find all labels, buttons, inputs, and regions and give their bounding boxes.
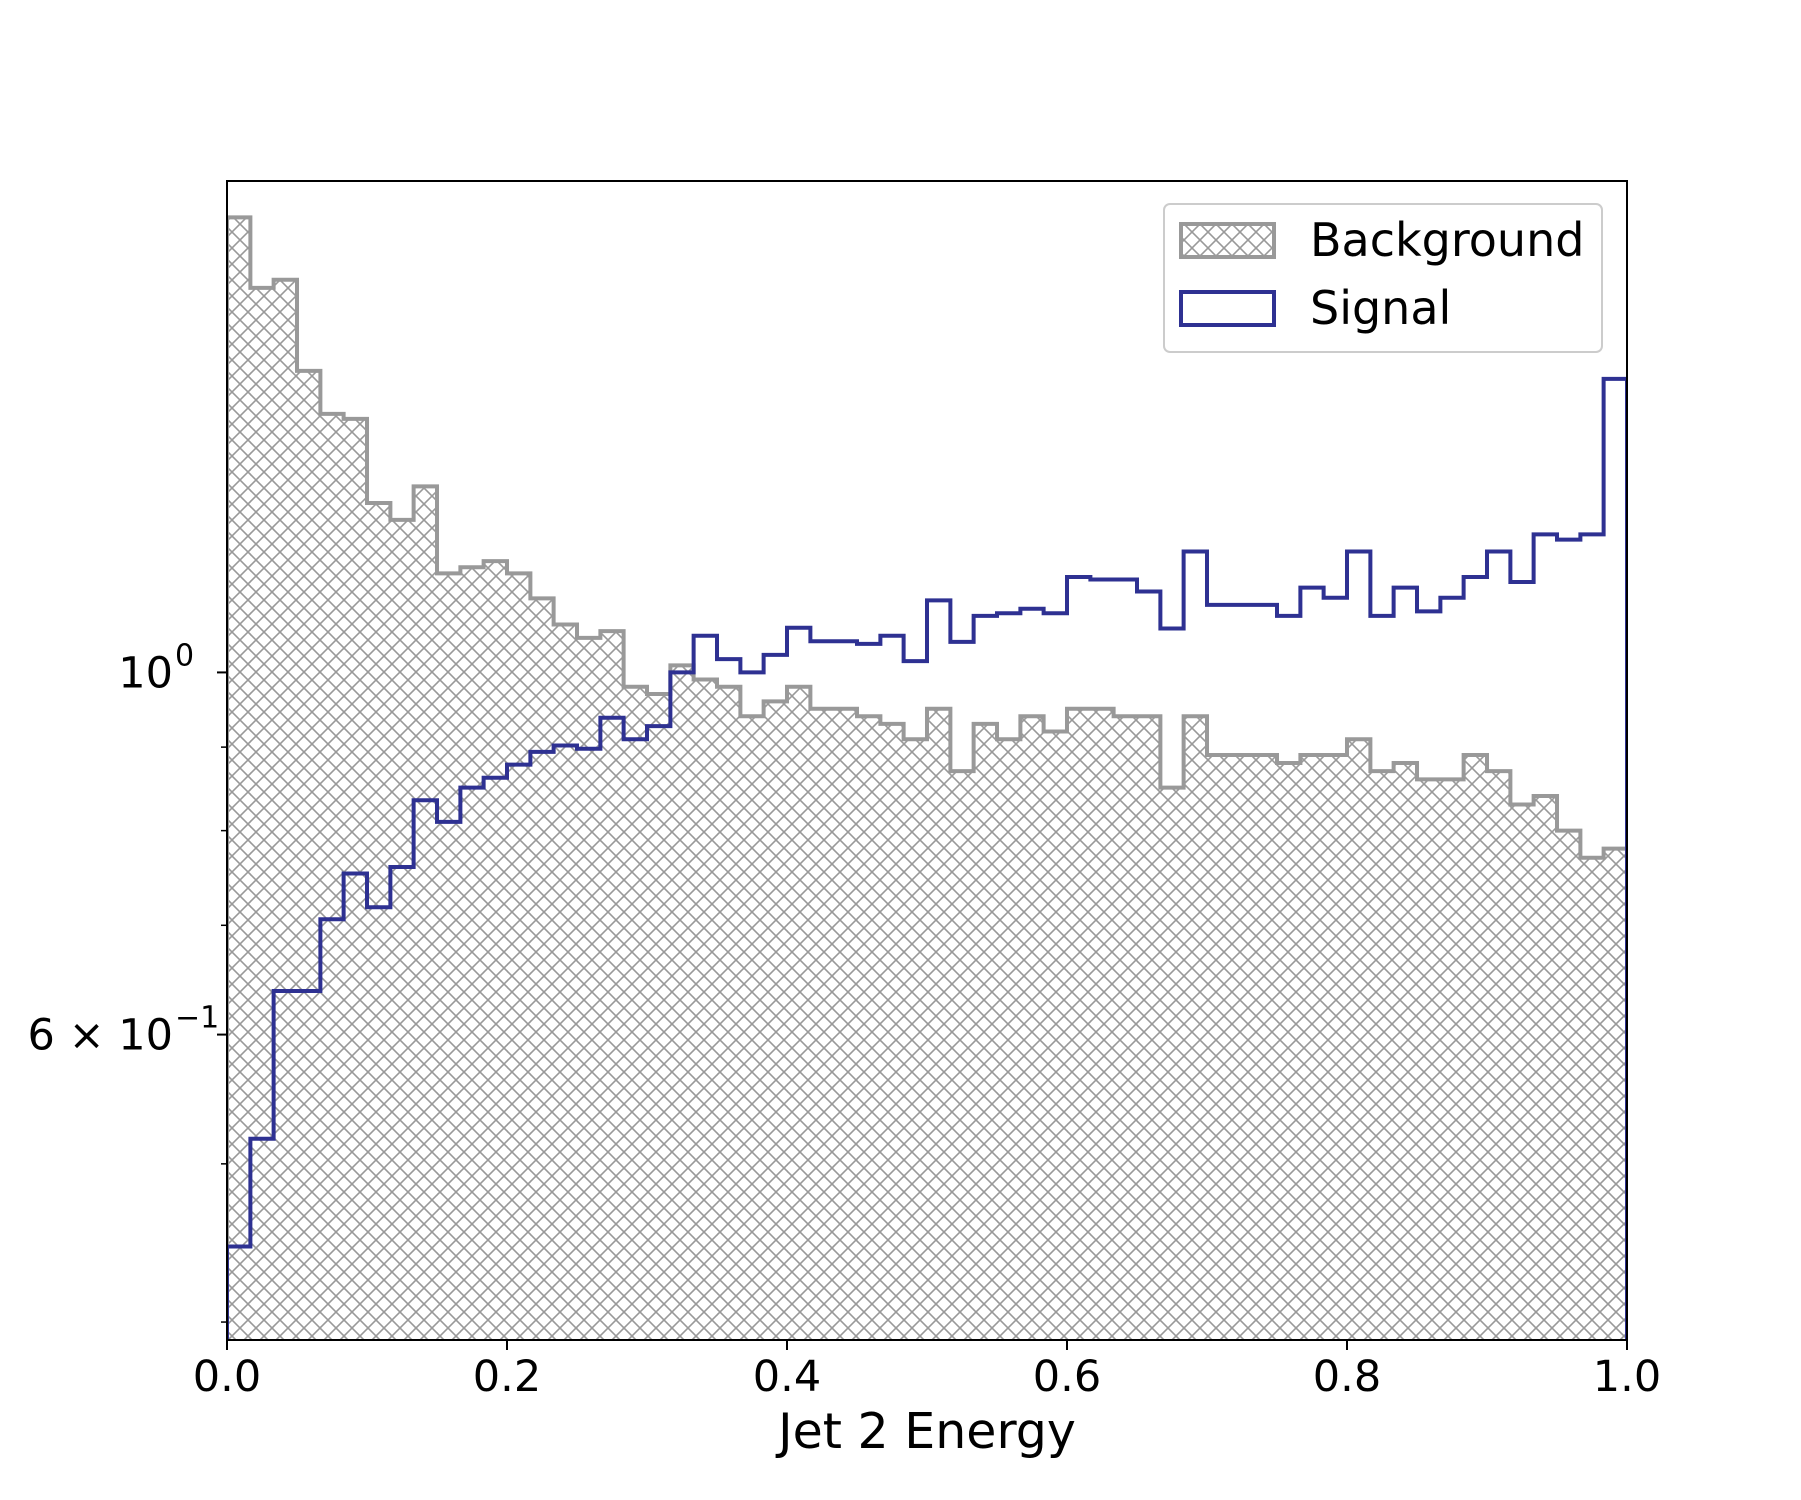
background-bar [1580, 857, 1605, 1340]
background-bar [297, 370, 321, 1340]
background-bar [997, 739, 1021, 1340]
x-axis: 0.0 0.2 0.4 0.6 0.8 1.0 [193, 1340, 1661, 1402]
background-bar [1113, 716, 1138, 1340]
background-bar [1277, 763, 1301, 1340]
x-tick-label: 0.2 [473, 1352, 541, 1402]
y-tick-label: 10 [118, 648, 173, 698]
background-bar [763, 701, 788, 1340]
background-bar [390, 519, 415, 1340]
background-bar [1533, 796, 1558, 1340]
y-tick-exponent: −1 [175, 1001, 219, 1036]
background-bar [903, 739, 928, 1340]
background-bar [670, 665, 695, 1340]
background-bar [273, 279, 298, 1340]
plot-frame [226, 180, 1628, 1341]
background-bar [1393, 763, 1418, 1340]
background-bar [483, 561, 508, 1340]
background-step-line [227, 215, 1627, 1340]
background-bar [1183, 716, 1208, 1340]
background-bar [973, 723, 998, 1340]
background-bar [1463, 755, 1488, 1340]
background-bar [460, 567, 485, 1340]
background-bar [1207, 755, 1231, 1340]
y-axis: 10 0 6 × 10 −1 [28, 638, 227, 1323]
background-bar [1160, 787, 1185, 1340]
signal-series [227, 376, 1627, 1340]
background-bar [1090, 708, 1115, 1340]
background-bar [1230, 755, 1255, 1340]
plot-area: 0.0 0.2 0.4 0.6 0.8 1.0 10 0 6 × 10 −1 [28, 180, 1661, 1402]
legend-signal-label: Signal [1310, 281, 1451, 335]
background-bar [1067, 708, 1091, 1340]
background-bar [367, 502, 391, 1340]
background-bar [320, 413, 345, 1340]
background-bar [647, 694, 671, 1340]
background-bar [1440, 779, 1465, 1340]
background-bar [693, 679, 718, 1340]
background-bar [1020, 716, 1045, 1340]
background-bar [857, 716, 881, 1340]
background-bar [507, 573, 531, 1340]
background-bar [927, 708, 951, 1340]
background-bar [880, 723, 905, 1340]
x-tick-label: 0.6 [1033, 1352, 1101, 1402]
background-bar [250, 287, 275, 1340]
background-bar [740, 716, 765, 1340]
background-bar [810, 708, 835, 1340]
background-bar [1347, 739, 1371, 1340]
background-bar [227, 217, 251, 1340]
background-bar [623, 686, 648, 1340]
background-bar [1300, 755, 1325, 1340]
background-bar [1137, 716, 1161, 1340]
background-bar [1370, 771, 1395, 1340]
background-bar [343, 418, 368, 1340]
signal-step-line [227, 376, 1627, 1340]
legend-signal-swatch [1179, 290, 1276, 327]
background-bar [1043, 731, 1068, 1340]
background-bar [787, 686, 811, 1340]
background-bar [437, 573, 461, 1340]
background-bar [553, 624, 578, 1340]
background-bar [1557, 830, 1581, 1340]
background-bar [717, 686, 741, 1340]
background-bar [413, 486, 438, 1340]
background-bar [1603, 848, 1627, 1340]
x-axis-label: Jet 2 Energy [775, 1403, 1076, 1460]
legend-background-label: Background [1310, 213, 1584, 267]
y-tick-label: 6 × 10 [28, 1011, 173, 1061]
x-tick-label: 1.0 [1593, 1352, 1661, 1402]
background-bar [530, 598, 555, 1340]
background-bar [1510, 804, 1535, 1340]
y-tick-exponent: 0 [175, 638, 194, 673]
x-tick-label: 0.8 [1313, 1352, 1381, 1402]
background-bar [577, 637, 601, 1340]
background-bar [833, 708, 858, 1340]
background-bar [1487, 771, 1511, 1340]
background-bar [1323, 755, 1348, 1340]
background-series [227, 215, 1627, 1340]
background-bar [1417, 779, 1441, 1340]
legend-background-swatch [1179, 222, 1276, 259]
x-tick-label: 0.4 [753, 1352, 821, 1402]
x-tick-label: 0.0 [193, 1352, 261, 1402]
background-bar [950, 771, 975, 1340]
background-bar [1253, 755, 1278, 1340]
legend: Background Signal [1163, 203, 1603, 353]
background-bar [600, 631, 625, 1340]
